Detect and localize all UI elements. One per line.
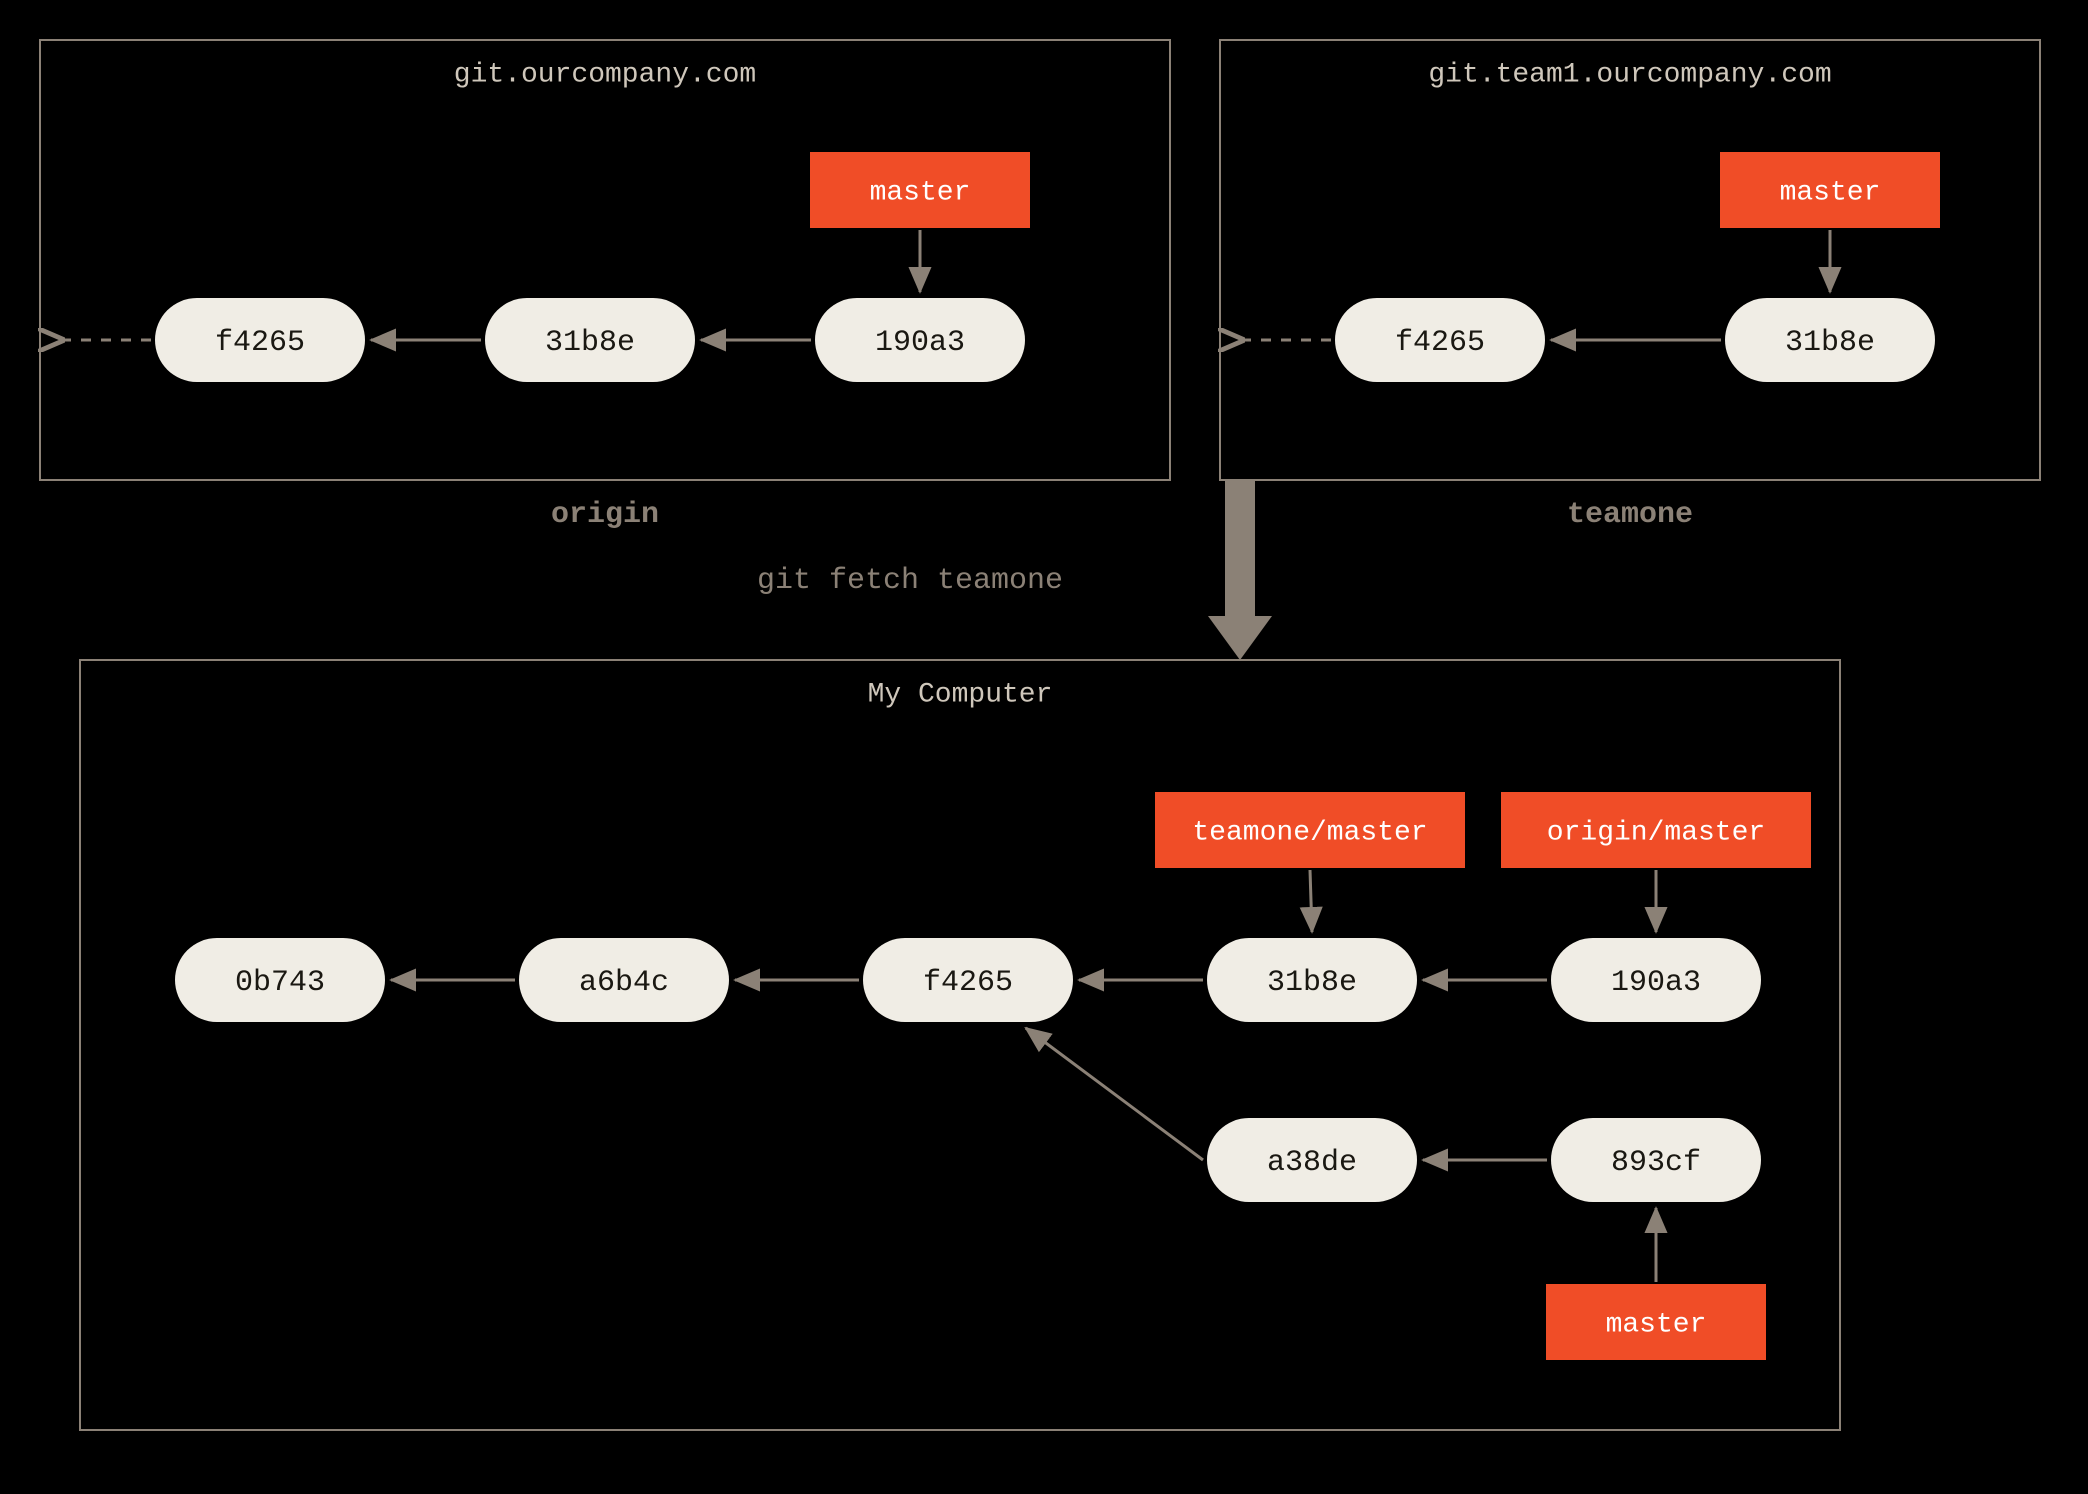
panel-origin-title: git.ourcompany.com bbox=[454, 59, 756, 90]
commit-l-190a3-label: 190a3 bbox=[1611, 966, 1701, 1000]
commit-o-f4265-label: f4265 bbox=[215, 326, 305, 360]
branch-local-teamone-master-label: teamone/master bbox=[1192, 817, 1427, 848]
panel-teamone bbox=[1220, 40, 2040, 480]
commit-o-190a3-label: 190a3 bbox=[875, 326, 965, 360]
fetch-arrow-head bbox=[1208, 616, 1272, 660]
branch-teamone-master-label: master bbox=[1780, 177, 1881, 208]
git-diagram: git.ourcompany.com origin git.team1.ourcom… bbox=[0, 0, 2088, 1494]
fetch-arrow-shaft bbox=[1225, 480, 1255, 616]
fetch-command: git fetch teamone bbox=[757, 564, 1063, 598]
arrow bbox=[1310, 870, 1312, 932]
commit-t-31b8e-label: 31b8e bbox=[1785, 326, 1875, 360]
arrow bbox=[1026, 1028, 1203, 1160]
panel-origin-caption: origin bbox=[551, 498, 659, 532]
commit-l-31b8e-label: 31b8e bbox=[1267, 966, 1357, 1000]
commit-l-f4265-label: f4265 bbox=[923, 966, 1013, 1000]
commit-l-a38de-label: a38de bbox=[1267, 1146, 1357, 1180]
branch-local-origin-master-label: origin/master bbox=[1547, 817, 1765, 848]
panel-teamone-caption: teamone bbox=[1567, 498, 1693, 532]
panel-teamone-title: git.team1.ourcompany.com bbox=[1428, 59, 1831, 90]
branch-origin-master-label: master bbox=[870, 177, 971, 208]
commit-t-f4265-label: f4265 bbox=[1395, 326, 1485, 360]
commit-l-893cf-label: 893cf bbox=[1611, 1146, 1701, 1180]
branch-local-master-label: master bbox=[1606, 1309, 1707, 1340]
commit-l-0b743-label: 0b743 bbox=[235, 966, 325, 1000]
panel-origin bbox=[40, 40, 1170, 480]
panel-local-title: My Computer bbox=[868, 679, 1053, 710]
commit-o-31b8e-label: 31b8e bbox=[545, 326, 635, 360]
commit-l-a6b4c-label: a6b4c bbox=[579, 966, 669, 1000]
